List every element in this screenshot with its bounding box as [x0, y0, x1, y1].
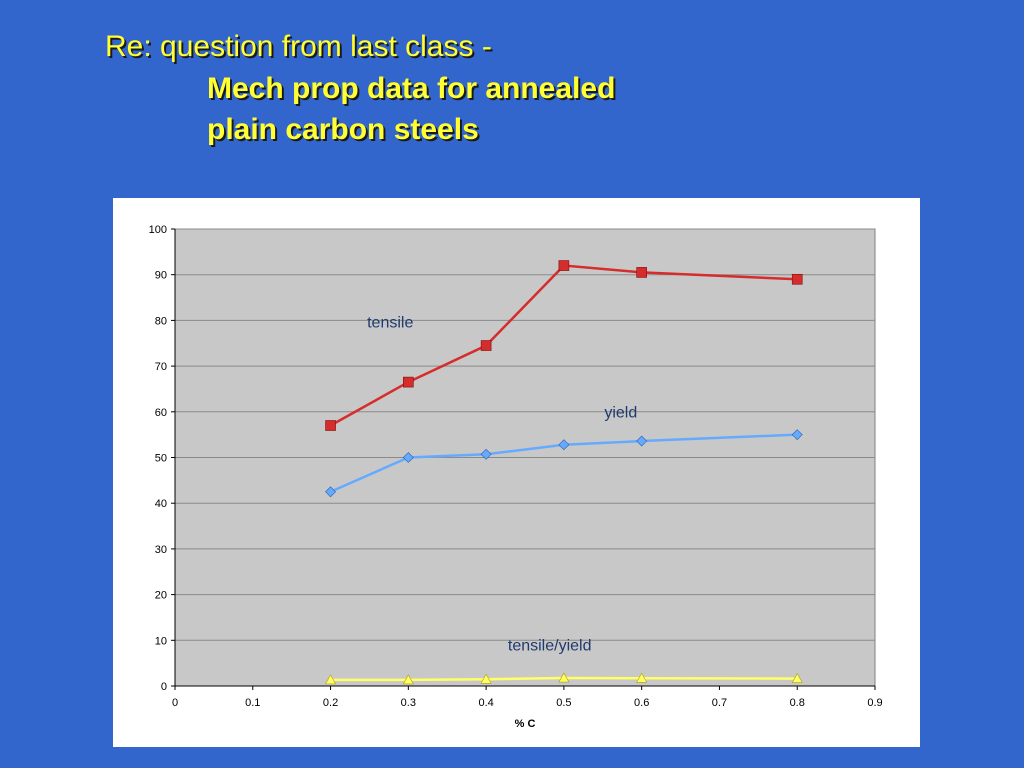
- x-axis-title: % C: [515, 718, 536, 730]
- data-point-yield: [325, 486, 336, 498]
- series-line-tensile: [329, 264, 798, 427]
- data-point-tensile: [403, 376, 414, 388]
- series-tensile-yield: [325, 672, 803, 685]
- annotation-yield: yield: [604, 404, 637, 421]
- x-tick-label: 0.8: [790, 697, 805, 709]
- chart-panel: 0 10 20 30 40 50 60 70 80 90 100 0 0.1 0.2 0.3 0.4 0.5 0.…: [113, 198, 920, 747]
- data-point-tensile-yield: [325, 674, 337, 685]
- data-point-tensile-yield: [636, 672, 648, 683]
- series-line-tensile-yield: [330, 676, 798, 682]
- x-tick-label: 0.7: [712, 697, 727, 709]
- data-point-yield: [791, 429, 803, 441]
- line-chart: 0 10 20 30 40 50 60 70 80 90 100 0 0.1 0.2 0.3 0.4 0.5 0.…: [149, 224, 883, 730]
- x-tick-label: 0.3: [401, 697, 416, 709]
- axes: 0 10 20 30 40 50 60 70 80 90 100 0 0.1 0.2 0.3 0.4 0.5 0.…: [149, 224, 883, 709]
- data-point-tensile: [791, 273, 803, 285]
- data-point-yield: [402, 452, 414, 463]
- y-tick-label: 100: [149, 224, 167, 236]
- annotations: tensile yield tensile/yield: [367, 314, 637, 654]
- slide-title-line-1: Re: question from last class -: [105, 30, 492, 63]
- annotation-tensile: tensile: [367, 314, 413, 331]
- data-point-tensile: [480, 340, 492, 351]
- data-point-tensile: [558, 260, 570, 271]
- y-tick-label: 10: [155, 635, 167, 647]
- series-tensile: [325, 260, 803, 431]
- x-tick-label: 0.1: [245, 697, 260, 709]
- x-tick-label: 0: [172, 697, 178, 709]
- series-line-yield: [330, 433, 798, 493]
- y-tick-label: 0: [161, 681, 167, 693]
- data-point-tensile-yield: [791, 672, 803, 683]
- y-tick-label: 20: [155, 590, 167, 602]
- data-point-tensile-yield: [402, 674, 414, 685]
- data-point-tensile-yield: [558, 672, 570, 683]
- y-tick-label: 40: [155, 498, 167, 510]
- data-point-tensile: [325, 420, 336, 431]
- data-point-yield: [480, 448, 492, 460]
- annotation-tensile-yield: tensile/yield: [508, 637, 592, 654]
- slide-title-line-3: plain carbon steels: [207, 113, 479, 146]
- x-tick-label: 0.5: [556, 697, 571, 709]
- y-tick-label: 90: [155, 270, 167, 282]
- data-point-yield: [636, 435, 648, 447]
- x-tick-label: 0.9: [867, 697, 882, 709]
- series-layer: [325, 260, 803, 685]
- x-tick-label: 0.6: [634, 697, 649, 709]
- data-point-tensile: [636, 267, 647, 278]
- x-tick-label: 0.2: [323, 697, 338, 709]
- y-tick-label: 60: [155, 407, 167, 419]
- y-tick-label: 50: [155, 453, 167, 465]
- slide-title-line-2: Mech prop data for annealed: [207, 72, 616, 105]
- y-tick-label: 30: [155, 544, 167, 556]
- series-yield: [325, 429, 803, 498]
- data-point-tensile-yield: [480, 673, 492, 684]
- y-tick-label: 70: [155, 361, 167, 373]
- x-tick-label: 0.4: [478, 697, 493, 709]
- data-point-yield: [558, 439, 570, 451]
- y-tick-label: 80: [155, 315, 167, 327]
